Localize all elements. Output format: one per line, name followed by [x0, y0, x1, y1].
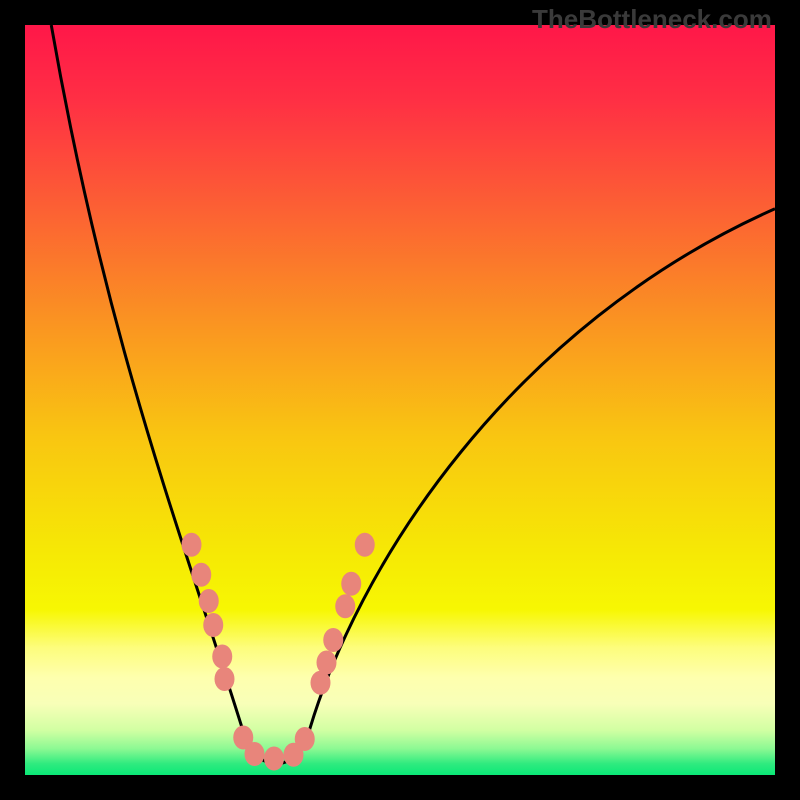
data-marker — [335, 594, 355, 618]
data-marker — [203, 613, 223, 637]
data-marker — [341, 572, 361, 596]
bottleneck-chart — [0, 0, 800, 800]
data-marker — [317, 651, 337, 675]
data-marker — [295, 727, 315, 751]
data-marker — [182, 533, 202, 557]
data-marker — [191, 563, 211, 587]
data-marker — [199, 589, 219, 613]
data-marker — [355, 533, 375, 557]
data-marker — [245, 742, 265, 766]
data-marker — [264, 747, 284, 771]
watermark-text: TheBottleneck.com — [532, 4, 772, 35]
data-marker — [212, 645, 232, 669]
data-marker — [323, 628, 343, 652]
data-marker — [215, 667, 235, 691]
